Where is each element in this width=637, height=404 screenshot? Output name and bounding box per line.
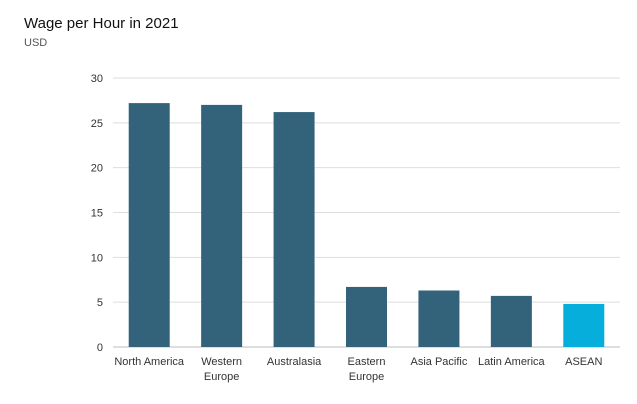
bar [490,295,532,347]
bar [273,112,315,347]
x-tick-label: Asia Pacific [410,356,467,368]
bar [418,290,460,347]
y-tick-label: 30 [91,73,103,85]
y-tick-label: 20 [91,163,103,175]
chart-subtitle: USD [24,37,48,49]
y-tick-label: 0 [97,342,103,354]
x-tick-label: Eastern Europe [348,356,386,383]
y-tick-label: 25 [91,118,103,130]
bar [201,104,243,348]
chart-title: Wage per Hour in 2021 [24,15,179,32]
bar [128,103,170,348]
x-tick-label: North America [114,356,185,368]
y-tick-label: 10 [91,252,103,264]
bar [346,286,387,347]
y-tick-label: 5 [97,297,103,309]
y-tick-label: 15 [91,208,103,220]
x-tick-label: Latin America [478,356,546,368]
x-tick-label: ASEAN [565,356,602,368]
x-tick-label: Australasia [267,356,322,368]
bar [563,303,605,347]
x-tick-label: Western Europe [201,356,242,383]
